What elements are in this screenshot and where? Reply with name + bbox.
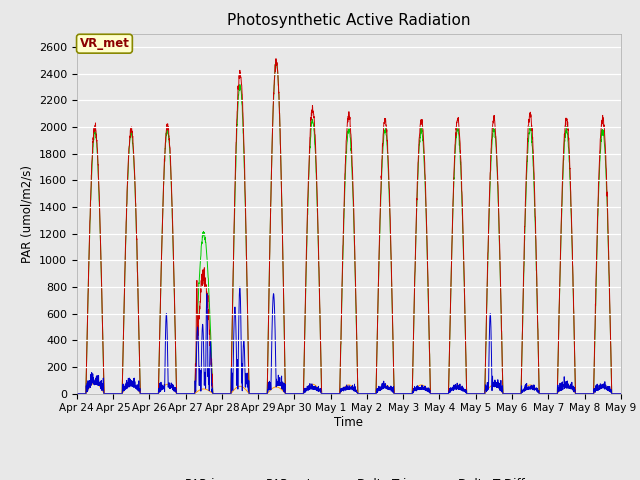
Delta-T in: [167, 179, 175, 184]
Y-axis label: PAR (umol/m2/s): PAR (umol/m2/s): [20, 165, 33, 263]
PAR out: [91, 380, 99, 386]
PAR out: [607, 388, 614, 394]
Delta-T in: [282, 391, 289, 396]
PAR out: [617, 391, 625, 396]
X-axis label: Time: Time: [334, 416, 364, 429]
Delta-T Diffuse: [548, 391, 556, 396]
PAR in: [73, 391, 81, 396]
Delta-T in: [617, 391, 625, 396]
Delta-T Diffuse: [607, 389, 614, 395]
Delta-T in: [305, 162, 313, 168]
Line: PAR out: PAR out: [77, 383, 621, 394]
Delta-T in: [548, 391, 556, 396]
Line: Delta-T Diffuse: Delta-T Diffuse: [77, 287, 621, 394]
PAR in: [135, 326, 143, 332]
PAR out: [305, 383, 313, 389]
PAR out: [548, 391, 556, 396]
PAR out: [282, 391, 289, 396]
Delta-T in: [272, 59, 280, 65]
Line: PAR in: PAR in: [77, 59, 621, 394]
PAR out: [135, 389, 143, 395]
Delta-T Diffuse: [617, 391, 625, 396]
Delta-T in: [73, 391, 81, 396]
Delta-T Diffuse: [236, 284, 244, 290]
PAR out: [168, 384, 175, 389]
PAR in: [272, 56, 280, 61]
Title: Photosynthetic Active Radiation: Photosynthetic Active Radiation: [227, 13, 470, 28]
Delta-T Diffuse: [73, 391, 81, 396]
Delta-T Diffuse: [282, 391, 289, 396]
PAR in: [282, 391, 289, 396]
Delta-T Diffuse: [167, 380, 175, 386]
PAR in: [305, 152, 313, 158]
PAR in: [167, 176, 175, 181]
Line: Delta-T in: Delta-T in: [77, 62, 621, 394]
Legend: PAR in, PAR out, Delta-T in, Delta-T Diffuse: PAR in, PAR out, Delta-T in, Delta-T Dif…: [147, 473, 551, 480]
PAR in: [607, 324, 614, 330]
PAR out: [73, 391, 81, 396]
PAR in: [548, 391, 556, 396]
Delta-T in: [607, 325, 614, 331]
Delta-T Diffuse: [305, 386, 313, 392]
PAR in: [617, 391, 625, 396]
Text: VR_met: VR_met: [79, 37, 129, 50]
Delta-T in: [135, 329, 143, 335]
Delta-T Diffuse: [135, 378, 143, 384]
